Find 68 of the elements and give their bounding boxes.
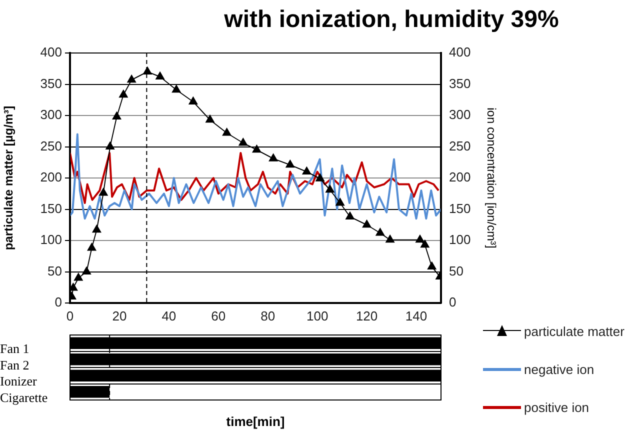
point xyxy=(82,266,91,274)
y-tick-label: 200 xyxy=(40,170,62,185)
legend-label: particulate matter xyxy=(524,324,624,338)
chart-title: with ionization, humidity 39% xyxy=(223,6,560,34)
x-tick-label: 120 xyxy=(356,308,378,324)
y-tick-label: Cigarette xyxy=(0,390,48,405)
point xyxy=(268,154,278,162)
x-tick-label: 100 xyxy=(306,308,328,324)
x-tick-label: 20 xyxy=(112,308,127,324)
point xyxy=(119,90,128,98)
y-axis-title: particulate matter [µg/m³] xyxy=(2,106,16,250)
x-tick-label: 40 xyxy=(162,308,176,324)
x-tick-label: 0 xyxy=(66,308,74,324)
x-tick-label: 80 xyxy=(260,308,276,324)
point xyxy=(238,138,248,146)
point xyxy=(156,72,164,80)
point xyxy=(336,198,344,206)
point xyxy=(222,128,232,136)
point xyxy=(416,234,424,243)
legend-label: positive ion xyxy=(524,400,590,414)
legend-label: negative ion xyxy=(524,362,594,376)
point xyxy=(98,188,108,196)
y2-tick-label: 200 xyxy=(449,170,471,185)
y-tick-label: 150 xyxy=(40,200,62,216)
point xyxy=(87,243,96,251)
y-tick-label: 0 xyxy=(54,294,62,310)
y2-tick-label: 300 xyxy=(449,107,471,122)
y2-tick-label: 150 xyxy=(449,200,471,216)
y-tick-label: Fan 2 xyxy=(0,357,30,372)
point xyxy=(326,184,334,193)
y-tick-label: 300 xyxy=(40,107,62,122)
y-tick-label: 50 xyxy=(48,263,62,278)
y2-tick-label: 0 xyxy=(449,294,456,310)
y2-tick-label: 400 xyxy=(449,44,471,60)
y2-tick-label: 50 xyxy=(449,263,464,278)
y-tick-label: 350 xyxy=(40,76,62,91)
point xyxy=(127,74,136,83)
y-tick-label: 100 xyxy=(40,232,62,248)
point xyxy=(143,66,152,74)
point xyxy=(172,84,181,93)
y2-axis-title: ion concentration [ion/cm³] xyxy=(484,108,498,248)
point xyxy=(376,228,385,236)
point xyxy=(70,283,78,291)
point xyxy=(362,220,372,228)
y-tick-label: Ionizer xyxy=(0,374,38,389)
point xyxy=(427,262,436,270)
y-tick-label: 250 xyxy=(40,138,62,154)
x-axis-title: time[min] xyxy=(226,414,285,429)
point xyxy=(188,96,198,104)
point xyxy=(302,166,312,174)
y2-tick-label: 250 xyxy=(449,138,471,154)
y2-tick-label: 350 xyxy=(449,76,471,91)
y-tick-label: Fan 1 xyxy=(0,341,30,356)
point xyxy=(112,112,122,120)
point xyxy=(420,240,430,248)
point xyxy=(252,144,262,153)
point xyxy=(106,142,114,150)
point xyxy=(346,212,354,220)
point xyxy=(316,174,324,182)
point xyxy=(206,114,214,123)
point xyxy=(286,160,295,168)
point xyxy=(386,234,394,243)
point xyxy=(92,224,102,233)
y2-tick-label: 100 xyxy=(449,232,471,248)
point xyxy=(74,273,83,281)
x-tick-label: 140 xyxy=(405,308,428,324)
x-tick-label: 60 xyxy=(211,308,226,324)
y-tick-label: 400 xyxy=(40,44,62,60)
